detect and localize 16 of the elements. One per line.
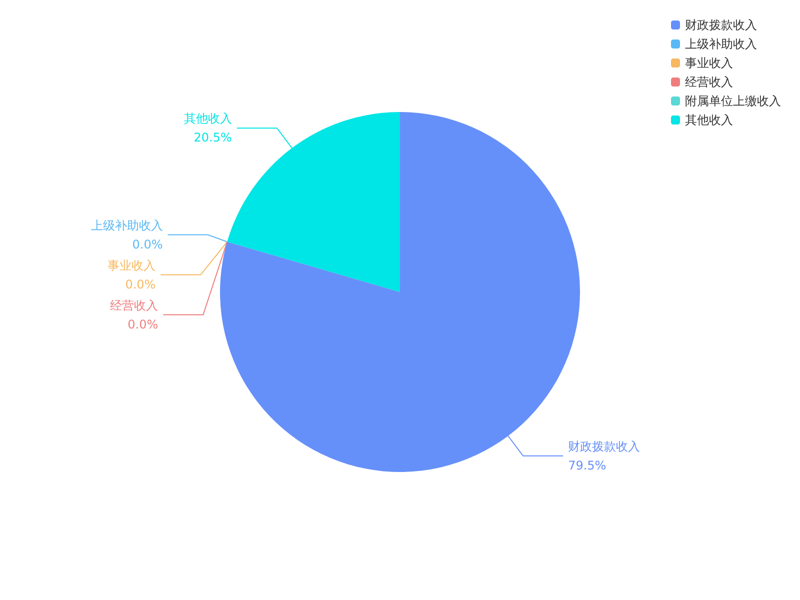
category-label: 事业收入 <box>108 258 156 272</box>
text: 0.0% <box>128 317 158 332</box>
category-label: 经营收入 <box>110 298 158 312</box>
legend-label: 经营收入 <box>685 75 733 89</box>
legend-label: 附属单位上缴收入 <box>685 94 781 108</box>
category-label: 上级补助收入 <box>90 218 163 232</box>
data-label: 79.5% <box>568 458 606 472</box>
legend-label: 财政拨款收入 <box>685 18 757 32</box>
legend-label: 其他收入 <box>685 113 733 127</box>
legend-label: 事业收入 <box>685 56 733 70</box>
text: 0.0% <box>125 277 156 292</box>
data-label: 20.5% <box>194 130 232 145</box>
slice-label: 其他收入 <box>184 112 232 126</box>
slice-label: 财政拨款收入 <box>568 439 640 454</box>
text: 0.0% <box>132 237 163 252</box>
legend-label: 上级补助收入 <box>685 37 757 51</box>
